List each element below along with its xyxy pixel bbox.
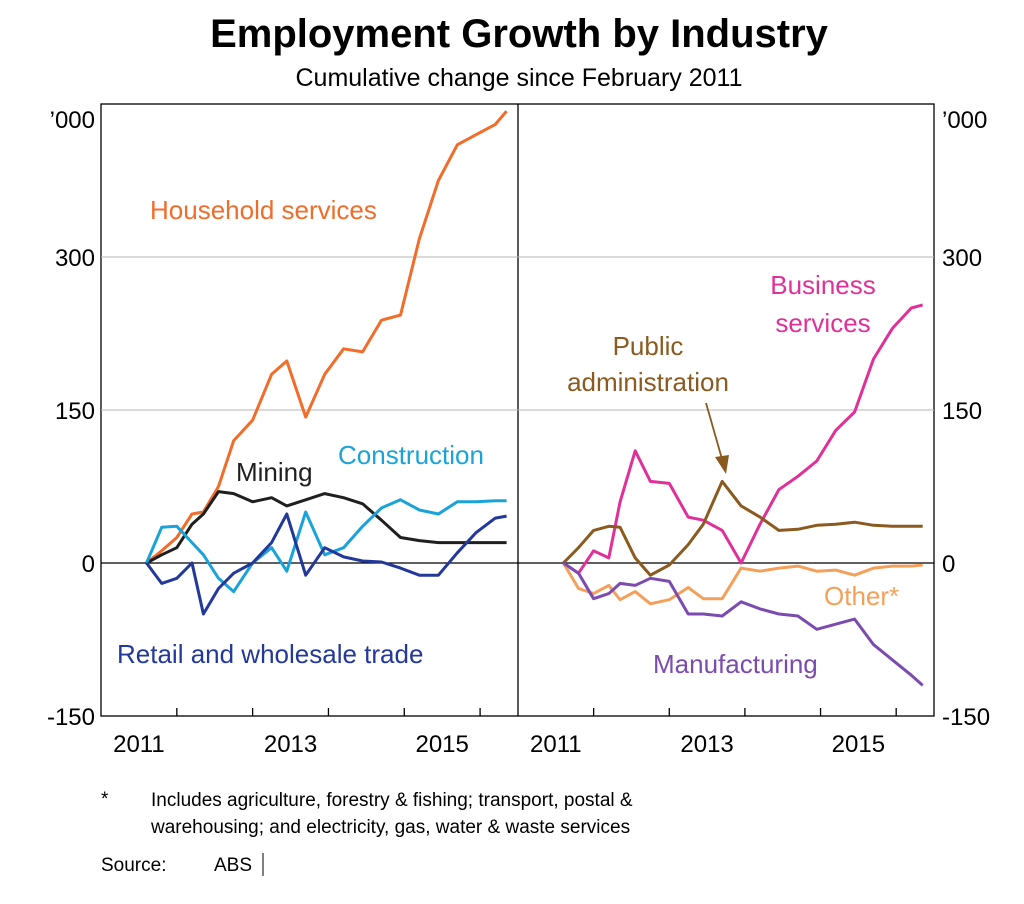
chart-title: Employment Growth by Industry: [210, 12, 829, 56]
series-line-construction: [145, 498, 507, 594]
label-other: Other*: [824, 581, 899, 611]
series-line-other: [562, 562, 923, 606]
source-value: ABS: [214, 855, 252, 876]
x-axis-labels: 2011 2013 2015 2011 2013 2015: [113, 731, 885, 758]
series-line-manufacturing: [562, 561, 924, 687]
series-line-household-services: [145, 110, 508, 565]
y-tick-right-3: -150: [942, 704, 990, 731]
y-tick-left-3: -150: [47, 704, 95, 731]
label-business-services-line1: Business: [770, 270, 876, 300]
x-tick-label-0-1: 2013: [264, 731, 317, 758]
label-business-services-line2: services: [775, 308, 870, 338]
y-tick-right-2: 0: [942, 551, 955, 578]
right-panel-series: [562, 303, 924, 687]
series-line-retail-and-wholesale-trade: [145, 512, 507, 616]
x-tick-label-0-2: 2015: [415, 731, 468, 758]
label-public-line2: administration: [567, 367, 729, 397]
right-unit-label: ’000: [942, 107, 987, 134]
y-tick-right-0: 300: [942, 245, 982, 272]
label-construction: Construction: [338, 440, 484, 470]
label-public-line1: Public: [613, 331, 684, 361]
x-tick-label-1-2: 2015: [832, 731, 885, 758]
footnote-line1: Includes agriculture, forestry & fishing…: [151, 790, 633, 811]
label-household-services: Household services: [150, 195, 377, 225]
label-manufacturing: Manufacturing: [653, 649, 818, 679]
left-unit-label: ’000: [50, 107, 95, 134]
y-tick-right-1: 150: [942, 398, 982, 425]
footnote-line2: warehousing; and electricity, gas, water…: [150, 817, 630, 838]
source-label: Source:: [101, 855, 166, 876]
x-axis-ticks: [176, 708, 897, 716]
x-tick-label-1-1: 2013: [680, 731, 733, 758]
x-tick-label-1-0: 2011: [530, 731, 582, 758]
series-line-public-administration: [562, 479, 923, 577]
y-tick-left-0: 300: [55, 245, 95, 272]
label-mining: Mining: [236, 457, 313, 487]
y-axis-labels: 300 300 150 150 0 0 -150 -150: [47, 245, 990, 731]
left-panel-series: [145, 110, 508, 616]
x-tick-label-0-0: 2011: [113, 731, 165, 758]
y-tick-left-2: 0: [82, 551, 95, 578]
gridlines: [101, 256, 934, 411]
y-tick-left-1: 150: [55, 398, 95, 425]
series-line-business-services: [562, 303, 924, 575]
public-admin-arrow: [705, 402, 729, 474]
footnote-marker: *: [101, 789, 109, 810]
label-retail-wholesale: Retail and wholesale trade: [117, 639, 423, 669]
series-line-mining: [145, 490, 507, 565]
chart-subtitle: Cumulative change since February 2011: [295, 64, 742, 92]
